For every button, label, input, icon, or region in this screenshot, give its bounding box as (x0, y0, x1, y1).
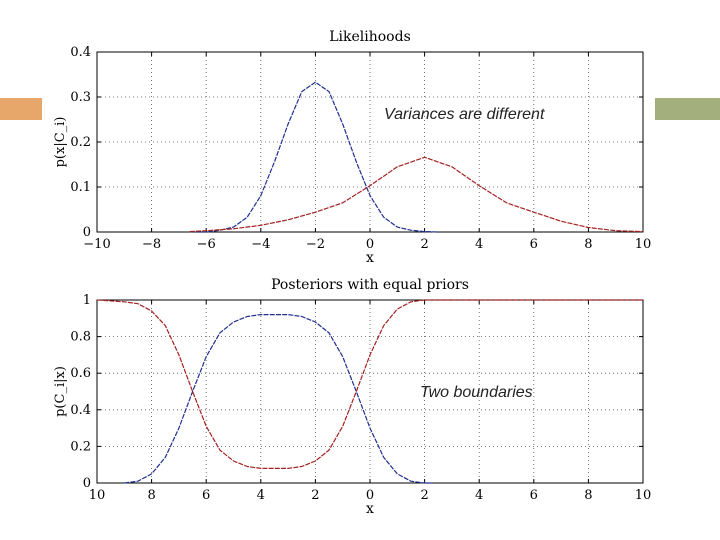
chart1-x-tick-label: 10 (635, 237, 652, 252)
chart1-title: Likelihoods (329, 29, 411, 45)
chart1-x-tick-label: 8 (584, 237, 592, 252)
chart2-x-tick-label: 6 (530, 488, 538, 503)
chart2-x-tick-label: 6 (202, 488, 210, 503)
chart1-series-1-line (195, 81, 439, 233)
chart2-series-2-line (96, 299, 643, 469)
chart1-x-tick-label: 0 (366, 237, 374, 252)
chart2-ylabel: p(C_i|x) (53, 366, 68, 417)
chart2-x-tick-label: 2 (311, 488, 319, 503)
slide-accent-bar-left (0, 98, 42, 120)
chart2-x-tick-label: 0 (366, 488, 374, 503)
chart2-title: Posteriors with equal priors (271, 277, 469, 293)
chart2-x-tick-label: 8 (584, 488, 592, 503)
chart1-x-tick-label: −2 (306, 237, 325, 252)
chart1-x-tick-label: 2 (420, 237, 428, 252)
annotation-variances: Variances are different (384, 106, 545, 123)
chart2-xlabel: x (366, 501, 374, 517)
chart2-y-tick-label: 0.8 (70, 330, 91, 345)
chart1-y-tick-label: 0.2 (70, 135, 91, 150)
chart2-x-tick-label: 4 (257, 488, 265, 503)
chart1-x-tick-label: −10 (83, 237, 110, 252)
chart2-y-tick-label: 0.2 (70, 439, 91, 454)
chart1-x-tick-label: −6 (197, 237, 216, 252)
chart1-x-tick-label: 4 (475, 237, 483, 252)
chart1-x-tick-label: −8 (142, 237, 161, 252)
annotation-boundaries: Two boundaries (420, 384, 533, 401)
chart2-x-tick-label: 10 (89, 488, 106, 503)
chart2-y-tick-label: 0.4 (70, 403, 91, 418)
chart1-y-tick-label: 0.4 (70, 45, 91, 60)
chart1-ylabel: p(x|C_i) (53, 117, 68, 168)
chart1-y-tick-label: 0.1 (70, 180, 91, 195)
chart2-x-tick-label: 2 (420, 488, 428, 503)
chart1-x-tick-label: 6 (530, 237, 538, 252)
chart2-x-tick-label: 10 (635, 488, 652, 503)
chart1-y-tick-label: 0.3 (70, 90, 91, 105)
chart1-x-tick-label: −4 (251, 237, 270, 252)
chart2-y-tick-label: 1 (83, 293, 91, 308)
chart2-y-tick-label: 0.6 (70, 366, 91, 381)
chart2-axes-frame (96, 299, 644, 484)
chart1-series-2-line (189, 156, 644, 233)
chart2-y-tick-label: 0 (83, 476, 91, 491)
chart2-x-tick-label: 8 (147, 488, 155, 503)
chart2-x-tick-label: 4 (475, 488, 483, 503)
chart1-y-tick-label: 0 (83, 225, 91, 240)
chart2-series-1-line (124, 314, 433, 484)
slide-accent-bar-right (655, 98, 720, 120)
chart1-xlabel: x (366, 250, 374, 266)
